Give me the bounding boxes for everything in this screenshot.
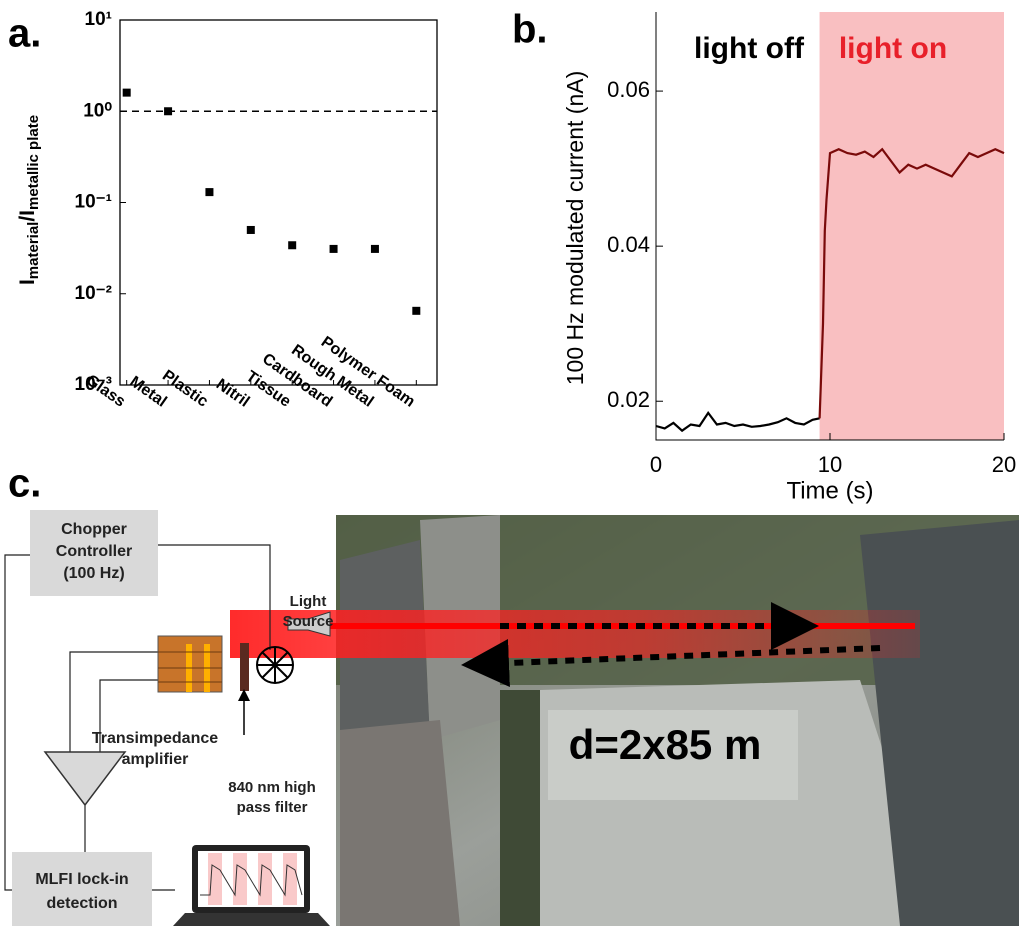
diagram-label: Source xyxy=(283,613,334,630)
y-tick-label: 10⁻² xyxy=(75,283,113,304)
y-axis-label-part: material xyxy=(25,222,42,280)
point xyxy=(370,244,379,253)
plot-frame xyxy=(119,19,438,386)
point xyxy=(122,88,131,97)
light-source xyxy=(287,611,331,637)
point xyxy=(205,188,214,197)
data-line xyxy=(818,147,1005,419)
panel-label: c. xyxy=(8,462,41,506)
series-annotation: light on xyxy=(839,32,947,65)
diagram-label: Chopper xyxy=(61,521,127,538)
diagram-label: pass filter xyxy=(237,799,308,816)
return-arrow xyxy=(461,639,881,688)
diagram-label: (100 Hz) xyxy=(63,565,124,582)
y-tick-label: 0.06 xyxy=(607,77,650,102)
y-axis-label-part: I xyxy=(16,279,39,285)
x-tick-label: 20 xyxy=(992,452,1016,477)
detector xyxy=(157,635,223,693)
chopper-wheel xyxy=(256,646,294,684)
filter xyxy=(240,643,249,691)
panel-label: a. xyxy=(8,12,41,56)
x-tick-label: Plastic xyxy=(159,367,211,411)
chart-b: 0.02 0.04 0.06 0 10 20 Time (s) 100 Hz modulate… xyxy=(562,12,1016,504)
x-tick-label: 10 xyxy=(818,452,842,477)
diagram-label: detection xyxy=(46,895,117,912)
light-beam xyxy=(230,610,920,658)
point xyxy=(329,244,338,253)
y-tick-label: 10⁻¹ xyxy=(75,192,113,213)
point xyxy=(412,306,421,315)
point xyxy=(246,225,255,234)
y-axis-label: Imaterial/Imetallic plate xyxy=(16,115,42,285)
diagram-label: 840 nm high xyxy=(228,779,316,796)
data-line xyxy=(655,410,820,433)
y-axis-label-part: metallic plate xyxy=(25,115,42,210)
panel-label: b. xyxy=(512,8,548,52)
chopper-controller-box xyxy=(30,510,158,596)
distance-label: d=2x85 m xyxy=(569,721,762,768)
y-tick-label: 10⁻³ xyxy=(75,374,113,395)
wires xyxy=(4,544,271,891)
y-tick-label: 0.04 xyxy=(607,232,650,257)
x-axis-label: Time (s) xyxy=(786,477,873,504)
diagram-label: Light xyxy=(290,593,327,610)
diagram-label: Transimpedance xyxy=(92,730,218,747)
highlight-region xyxy=(819,12,1004,440)
x-tick-label: 0 xyxy=(650,452,662,477)
amplifier-symbol xyxy=(43,751,127,807)
laptop xyxy=(173,845,330,926)
lockin-box xyxy=(12,852,152,926)
y-tick-label: 0.02 xyxy=(607,387,650,412)
y-tick-label: 10⁰ xyxy=(83,100,112,121)
diagram-label: amplifier xyxy=(122,751,189,768)
y-tick-label: 10¹ xyxy=(85,9,112,30)
series-annotation: light off xyxy=(694,32,805,65)
point xyxy=(164,107,173,116)
y-axis-label-part: /I xyxy=(16,210,39,222)
diagram-labels: Chopper Controller (100 Hz) Light Source Tran… xyxy=(35,521,333,912)
diagram-label: MLFI lock-in xyxy=(35,871,128,888)
diagram-label: Controller xyxy=(56,543,132,560)
point xyxy=(288,241,297,250)
y-axis-label: 100 Hz modulated current (nA) xyxy=(562,71,588,386)
